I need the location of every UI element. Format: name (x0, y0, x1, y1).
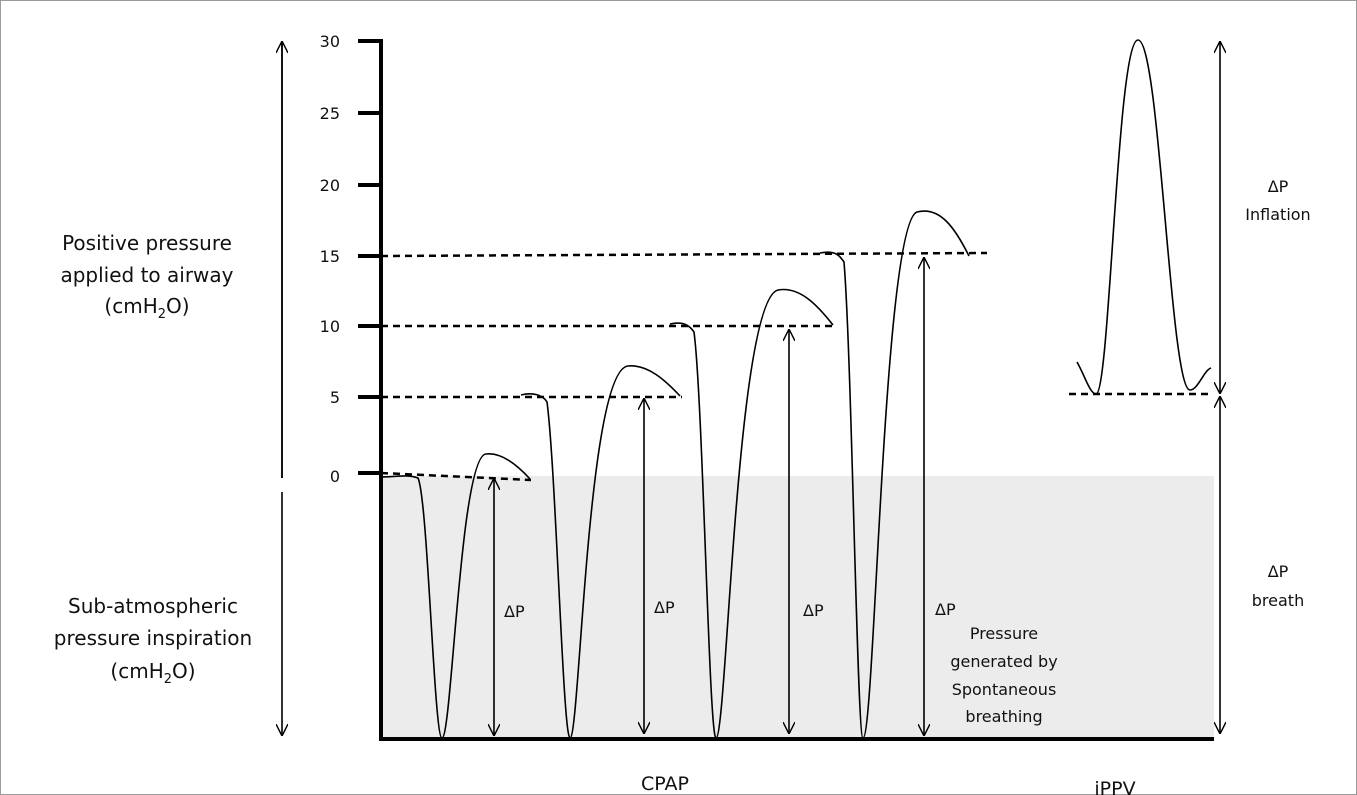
pressure-note-line-3: Spontaneous (952, 680, 1057, 699)
negative-line-1: Sub-atmospheric (68, 594, 238, 618)
waveform-cpap-15 (819, 210, 970, 739)
waveform-cpap-5 (520, 365, 681, 739)
delta-p-label-3: ΔP (803, 601, 824, 620)
delta-p-inflation-label: ΔP Inflation (1245, 177, 1310, 224)
delta-p-label-4: ΔP (935, 600, 956, 619)
cpap-waveforms (380, 210, 970, 739)
tick-label-0: 0 (330, 467, 340, 486)
tick-label-5: 5 (330, 388, 340, 407)
sub-atmospheric-region (380, 476, 1214, 738)
y-ticks (358, 39, 381, 475)
tick-label-30: 30 (320, 32, 340, 51)
cpap-level-lines (380, 251, 1212, 482)
sub-atmospheric-label: Sub-atmospheric pressure inspiration (cm… (54, 594, 252, 687)
waveform-cpap-0 (380, 453, 531, 739)
pressure-note-line-4: breathing (965, 707, 1042, 726)
inflation-line-2: Inflation (1245, 205, 1310, 224)
delta-p-text-labels: ΔP ΔP ΔP ΔP (504, 598, 956, 621)
tick-label-15: 15 (320, 247, 340, 266)
delta-p-arrows (494, 258, 924, 735)
positive-pressure-label: Positive pressure applied to airway (cmH… (60, 231, 233, 322)
pressure-note-line-1: Pressure (970, 624, 1038, 643)
ippv-label: iPPV (1094, 778, 1135, 795)
positive-line-1: Positive pressure (62, 231, 232, 255)
pressure-note: Pressure generated by Spontaneous breath… (950, 624, 1057, 726)
tick-label-20: 20 (320, 176, 340, 195)
positive-line-3: (cmH2O) (104, 294, 189, 322)
breath-line-1: ΔP (1268, 562, 1289, 581)
negative-line-2: pressure inspiration (54, 626, 252, 650)
negative-line-3: (cmH2O) (110, 659, 195, 687)
tick-label-10: 10 (320, 317, 340, 336)
waveform-ippv (1076, 39, 1212, 395)
pressure-note-line-2: generated by (950, 652, 1057, 671)
delta-p-breath-label: ΔP breath (1252, 562, 1304, 610)
cpap-label: CPAP (641, 773, 689, 795)
breath-line-2: breath (1252, 591, 1304, 610)
dashed-level-15 (380, 251, 988, 258)
waveform-cpap-10 (669, 288, 834, 739)
inflation-line-1: ΔP (1268, 177, 1289, 196)
tick-label-25: 25 (320, 104, 340, 123)
y-tick-labels: 30 25 20 15 10 5 0 (320, 32, 340, 486)
delta-p-label-2: ΔP (654, 598, 675, 617)
delta-p-label-1: ΔP (504, 602, 525, 621)
dashed-level-0 (380, 471, 532, 482)
positive-line-2: applied to airway (60, 263, 233, 287)
